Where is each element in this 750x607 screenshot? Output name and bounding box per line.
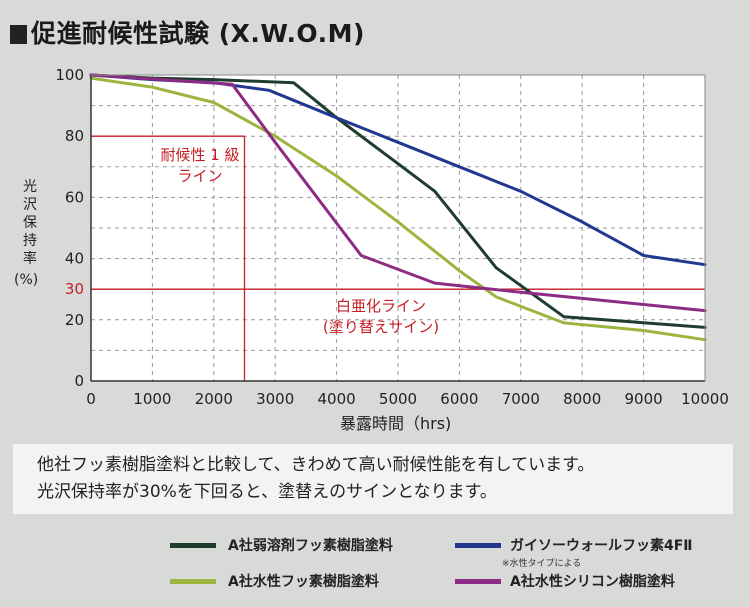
legend-label-1: ガイソーウォールフッ素4FⅡ xyxy=(510,538,693,554)
description-line-2: 光沢保持率が30%を下回ると、塗替えのサインとなります。 xyxy=(37,482,497,502)
threshold-tick-label: 30 xyxy=(65,280,84,298)
y-tick-label-5: 100 xyxy=(55,66,84,84)
legend-note: ※水性タイプによる xyxy=(502,559,582,569)
y-tick-label-0: 0 xyxy=(74,372,84,390)
title-square-icon xyxy=(10,25,27,44)
legend-label-3: A社水性シリコン樹脂塗料 xyxy=(510,574,675,590)
x-tick-label-7: 7000 xyxy=(502,390,540,408)
x-tick-label-9: 9000 xyxy=(625,390,663,408)
x-tick-label-1: 1000 xyxy=(133,390,171,408)
y-tick-label-1: 20 xyxy=(65,311,84,329)
legend-swatch-3 xyxy=(455,579,501,584)
legend-swatch-2 xyxy=(170,579,216,584)
line-chart: 0 1000 2000 3000 4000 5000 6000 7000 8000 9000 100… xyxy=(55,66,729,408)
tick-labels: 0 1000 2000 3000 4000 5000 6000 7000 8000 9000 100… xyxy=(55,66,729,408)
x-axis-label: 暴露時間（hrs) xyxy=(340,414,452,433)
x-tick-label-2: 2000 xyxy=(195,390,233,408)
series-group xyxy=(89,73,707,342)
legend-label-2: A社水性フッ素樹脂塗料 xyxy=(228,574,379,590)
x-tick-label-8: 8000 xyxy=(563,390,601,408)
threshold-label-1: (塗り替えサイン) xyxy=(323,318,439,336)
x-tick-label-5: 5000 xyxy=(379,390,417,408)
x-tick-label-10: 10000 xyxy=(681,390,729,408)
y-tick-label-4: 80 xyxy=(65,127,84,145)
description-box: 他社フッ素樹脂塗料と比較して、きわめて高い耐候性能を有しています。 光沢保持率が… xyxy=(13,444,733,514)
description-line-1: 他社フッ素樹脂塗料と比較して、きわめて高い耐候性能を有しています。 xyxy=(37,455,595,475)
grade-line-label-0: 耐候性 1 級 xyxy=(160,146,239,164)
y-tick-label-2: 40 xyxy=(65,250,84,268)
legend-label-0: A社弱溶剤フッ素樹脂塗料 xyxy=(228,538,393,554)
legend-swatch-1 xyxy=(455,543,501,548)
y-axis-unit: (%) xyxy=(14,272,39,288)
y-axis-label: 光沢保持率 xyxy=(23,179,37,267)
axes xyxy=(90,74,706,382)
grade-line-label-1: ライン xyxy=(177,167,222,185)
y-tick-label-3: 60 xyxy=(65,188,84,206)
reference-lines xyxy=(91,135,705,381)
x-tick-label-0: 0 xyxy=(86,390,96,408)
series-line-2 xyxy=(89,76,707,342)
x-tick-label-3: 3000 xyxy=(256,390,294,408)
x-tick-label-4: 4000 xyxy=(318,390,356,408)
series-line-3 xyxy=(89,73,707,313)
chart-title: 促進耐候性試験 (X.W.O.M) xyxy=(10,14,365,50)
threshold-label-0: 白亜化ライン xyxy=(336,297,426,315)
chart-title-text: 促進耐候性試験 (X.W.O.M) xyxy=(31,19,365,48)
legend-swatch-0 xyxy=(170,543,216,548)
x-tick-label-6: 6000 xyxy=(440,390,478,408)
